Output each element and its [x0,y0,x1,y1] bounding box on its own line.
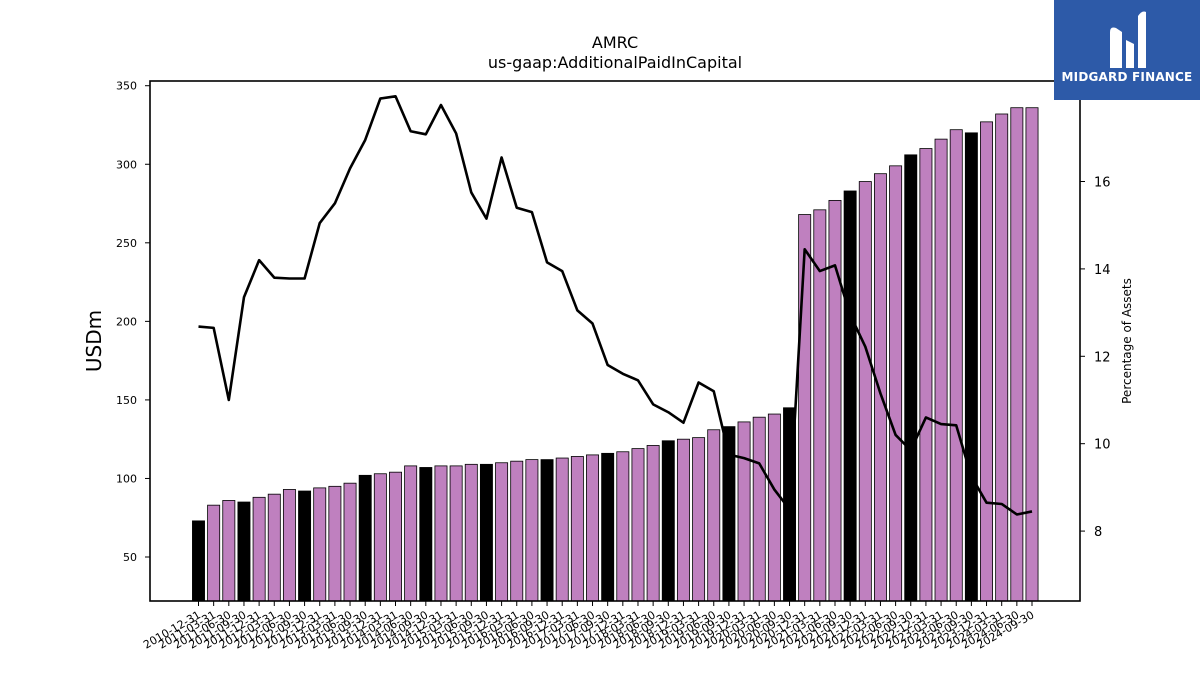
plot-frame [149,80,1081,602]
bar [676,438,690,602]
bar [934,138,948,602]
y2-tick-label: 16 [1094,176,1111,191]
bar [616,451,630,602]
bar [646,445,660,602]
bar [464,463,478,602]
y-tick-label: 150 [116,394,137,407]
bar [752,416,766,602]
bar [419,467,433,602]
y-tick-label: 350 [116,80,137,93]
bar [373,473,387,602]
bar [873,173,887,602]
bar [843,190,857,602]
bar [343,482,357,602]
percent-of-assets-line [198,94,1033,516]
bar [237,501,251,602]
bar [222,500,236,602]
midgard-logo-icon [1110,11,1146,68]
bar [358,474,372,602]
bar [449,465,463,602]
bar [510,460,524,602]
y2-tick-label: 10 [1094,438,1111,453]
bar [434,465,448,602]
chart-title: AMRC [592,33,638,52]
bar [767,413,781,602]
bar [207,504,221,602]
brand-name: MIDGARD FINANCE [1061,70,1193,84]
y-tick-label: 250 [116,237,137,250]
bar [570,456,584,602]
bar [298,490,312,602]
bar [1010,107,1024,602]
y2-tick-label: 12 [1094,350,1111,365]
bar [540,459,554,602]
bar [555,457,569,602]
bar [631,448,645,602]
bar [525,459,539,602]
y2-tick-label: 8 [1094,525,1102,540]
y2-axis-label: Percentage of Assets [1120,278,1134,404]
bar [313,487,327,602]
bar [995,113,1009,602]
bar [601,452,615,602]
ticks: 50100150200250300350810121416182010-12-3… [116,80,1111,652]
bars [192,107,1039,602]
bar [919,148,933,602]
bar [964,132,978,602]
bar [479,463,493,602]
brand-logo: MIDGARD FINANCE [1054,0,1200,100]
bar [282,489,296,602]
bar [707,429,721,602]
bar [192,520,205,602]
bar [858,181,872,602]
bar [737,421,751,602]
chart-subtitle: us-gaap:AdditionalPaidInCapital [488,53,742,72]
y-axis-label: USDm [82,310,106,372]
bar [404,465,418,602]
percent-line-layer [198,94,1033,516]
y-tick-label: 100 [116,472,137,485]
bar [389,471,402,602]
bar [1025,107,1039,602]
y-tick-label: 300 [116,158,137,171]
bar [904,154,918,602]
bar [692,437,706,602]
y-tick-label: 200 [116,315,137,328]
bar [495,462,509,602]
bar [267,493,281,602]
bar [252,496,266,602]
y-tick-label: 50 [123,551,137,564]
y2-tick-label: 14 [1094,263,1111,278]
bar [661,440,675,602]
bar [889,165,903,602]
bar [328,485,342,602]
bar [798,214,812,602]
bar [586,454,599,602]
bar [828,199,842,602]
bar [949,129,963,602]
bar [980,121,993,602]
